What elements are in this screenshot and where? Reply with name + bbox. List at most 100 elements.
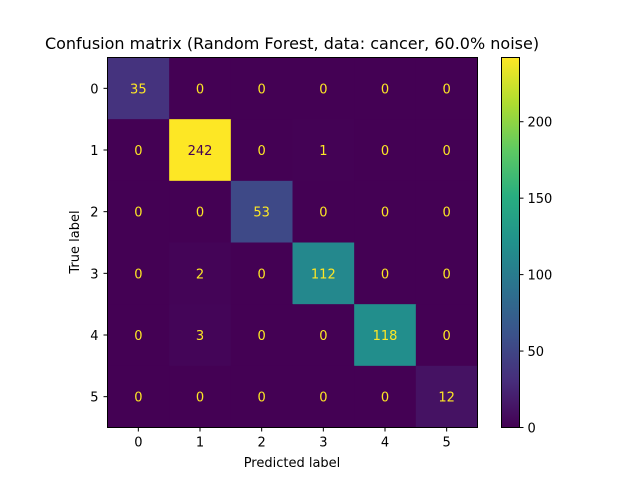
cell-value-label: 0 [258,329,266,344]
matrix-cell [292,180,355,243]
matrix-cell [169,242,232,305]
cell-value-label: 0 [319,329,327,344]
cell-value-label: 2 [196,267,204,282]
matrix-cell [107,57,170,120]
cell-value-label: 242 [188,144,213,159]
matrix-cell [415,180,478,243]
matrix-cell [230,304,293,367]
colorbar-tick-label: 200 [528,116,553,131]
cell-value-label: 0 [196,206,204,221]
x-tick-label: 2 [258,436,266,451]
x-tick-label: 1 [196,436,204,451]
colorbar-tick-label: 100 [528,269,553,284]
matrix-cell [230,365,293,428]
matrix-cell [107,242,170,305]
matrix-cell [107,304,170,367]
cell-value-label: 0 [381,267,389,282]
y-axis-ticks: 0 1 2 3 4 5 [90,82,108,406]
colorbar [501,57,520,428]
cell-value-label: 0 [196,82,204,97]
cell-value-label: 0 [443,329,451,344]
matrix-cell [292,57,355,120]
matrix-cell [415,57,478,120]
cell-value-label: 0 [319,206,327,221]
matrix-cell [292,242,355,305]
matrix-cell [107,119,170,182]
cell-value-label: 0 [134,267,142,282]
matrix-cell [169,180,232,243]
y-tick-label: 4 [90,329,98,344]
colorbar-tick-label: 0 [528,422,536,437]
matrix-cell [292,119,355,182]
cell-value-label: 0 [443,267,451,282]
matrix-cell [292,365,355,428]
cell-value-label: 0 [381,82,389,97]
cell-value-label: 118 [373,329,398,344]
colorbar-tick-label: 50 [528,345,545,360]
x-tick-label: 3 [319,436,327,451]
x-axis-label: Predicted label [244,456,341,471]
matrix-cell [169,119,232,182]
colorbar-tick-label: 150 [528,192,553,207]
cell-value-label: 0 [258,391,266,406]
cell-value-label: 112 [311,267,336,282]
cell-value-label: 0 [443,82,451,97]
y-tick-label: 0 [90,82,98,97]
matrix-frame [107,57,478,428]
cell-value-label: 12 [438,391,455,406]
matrix-cell-labels: 35 0 0 0 0 0 0 242 0 1 0 0 0 0 53 0 0 0 0 2 0 112 0 0 0 3 0 0 118 0 0 0… [130,82,455,405]
cell-value-label: 0 [196,391,204,406]
cell-value-label: 0 [381,206,389,221]
matrix-cell [292,304,355,367]
cell-value-label: 0 [258,144,266,159]
matrix-cell [107,180,170,243]
matrix-cell [169,57,232,120]
matrix-cell [354,119,417,182]
x-tick-label: 0 [134,436,142,451]
matrix-cell [169,365,232,428]
matrix-cell [230,119,293,182]
y-tick-label: 5 [90,391,98,406]
y-axis-label: True label [68,210,83,274]
cell-value-label: 35 [130,82,147,97]
matrix-cell [415,242,478,305]
cell-value-label: 3 [196,329,204,344]
matrix-cell [230,57,293,120]
matrix-cell [354,304,417,367]
matrix-cell [415,365,478,428]
cell-value-label: 0 [134,329,142,344]
cell-value-label: 0 [134,144,142,159]
x-tick-label: 5 [443,436,451,451]
matrix-cell [107,365,170,428]
cell-value-label: 0 [258,82,266,97]
cell-value-label: 53 [253,206,270,221]
matrix-cell [230,180,293,243]
matrix-cell [354,57,417,120]
cell-value-label: 0 [319,82,327,97]
matrix-cell [169,304,232,367]
cell-value-label: 0 [319,391,327,406]
colorbar-ticks: 0 50 100 150 200 [519,116,553,437]
cell-value-label: 1 [319,144,327,159]
matrix-cell [415,119,478,182]
matrix-cell [354,180,417,243]
cell-value-label: 0 [443,206,451,221]
y-tick-label: 2 [90,206,98,221]
cell-value-label: 0 [134,391,142,406]
matrix-cell [354,365,417,428]
y-tick-label: 1 [90,144,98,159]
matrix-cell [230,242,293,305]
matrix-cells [107,57,478,428]
matrix-cell [354,242,417,305]
cell-value-label: 0 [258,267,266,282]
y-tick-label: 3 [90,267,98,282]
x-tick-label: 4 [381,436,389,451]
x-axis-ticks: 0 1 2 3 4 5 [134,427,451,451]
cell-value-label: 0 [443,144,451,159]
matrix-cell [415,304,478,367]
cell-value-label: 0 [134,206,142,221]
cell-value-label: 0 [381,144,389,159]
cell-value-label: 0 [381,391,389,406]
chart-title: Confusion matrix (Random Forest, data: c… [45,34,539,53]
